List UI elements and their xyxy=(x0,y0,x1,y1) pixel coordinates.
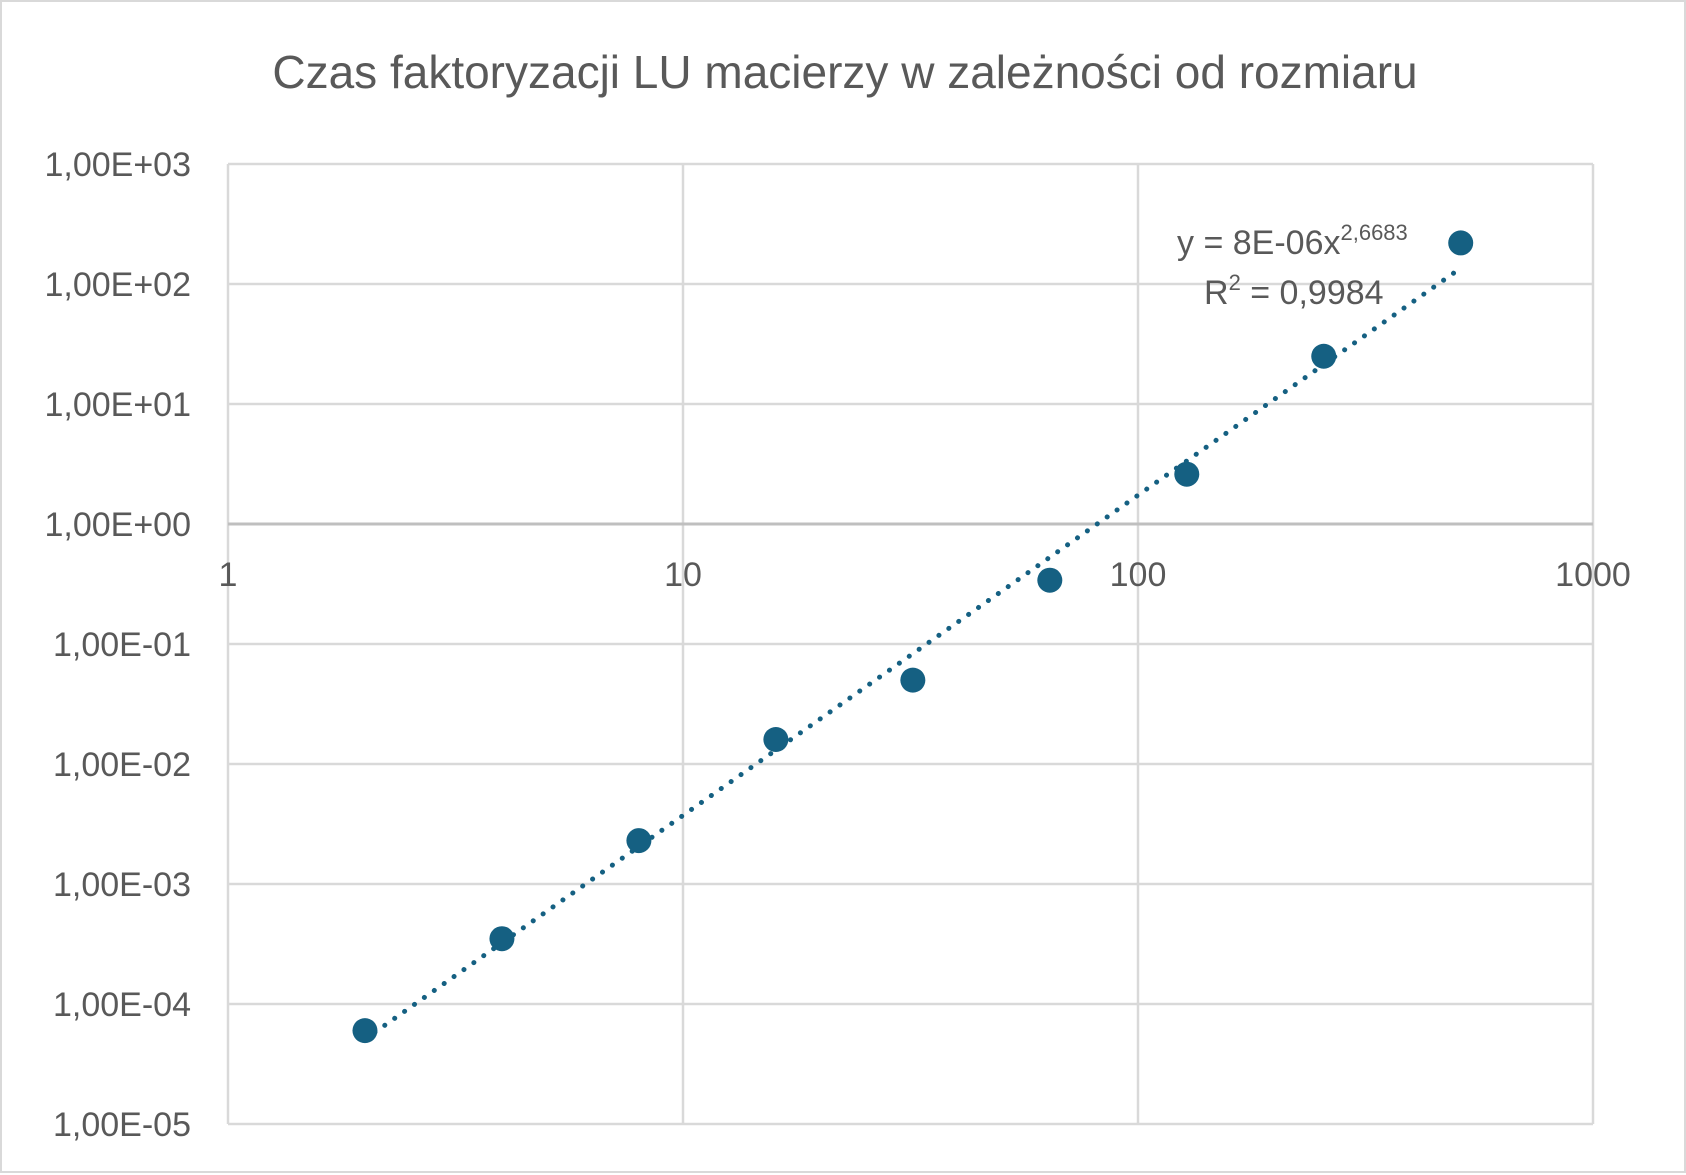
r-squared-value: = 0,9984 xyxy=(1241,274,1384,312)
trendline-equation: y = 8E-06x2,6683 xyxy=(1177,220,1408,262)
y-tick-label: 1,00E+00 xyxy=(44,506,191,544)
y-tick-label: 1,00E+01 xyxy=(44,386,191,424)
trendline-layer xyxy=(362,265,1464,1042)
trendline-path xyxy=(362,265,1464,1042)
data-point xyxy=(763,727,789,753)
y-tick-label: 1,00E-04 xyxy=(53,986,191,1024)
y-tick-label: 1,00E-05 xyxy=(53,1106,191,1144)
trendline-equation-base: y = 8E-06x xyxy=(1177,224,1340,262)
data-point xyxy=(489,926,515,952)
trendline-equation-exponent: 2,6683 xyxy=(1340,220,1407,245)
trendline-r-squared: R2 = 0,9984 xyxy=(1204,270,1384,312)
y-tick-label: 1,00E+02 xyxy=(44,266,191,304)
grid-layer xyxy=(226,162,1595,1126)
data-point xyxy=(352,1018,378,1044)
r-squared-power: 2 xyxy=(1229,270,1241,295)
data-point xyxy=(1174,461,1200,487)
x-tick-label: 1000 xyxy=(1555,556,1631,594)
r-squared-label: R xyxy=(1204,274,1229,312)
data-point xyxy=(1037,567,1063,593)
data-point xyxy=(900,667,926,693)
y-tick-label: 1,00E+03 xyxy=(44,146,191,184)
y-tick-label: 1,00E-01 xyxy=(53,626,191,664)
data-point xyxy=(1311,343,1337,369)
axis-layer: 1,00E+03 1,00E+02 1,00E+01 1,00E+00 1,00E-01… xyxy=(44,146,1630,1144)
y-tick-label: 1,00E-02 xyxy=(53,746,191,784)
y-tick-label: 1,00E-03 xyxy=(53,866,191,904)
data-points-layer xyxy=(352,230,1474,1044)
x-tick-label: 1 xyxy=(219,556,238,594)
x-tick-label: 100 xyxy=(1110,556,1167,594)
x-tick-label: 10 xyxy=(664,556,702,594)
chart-title: Czas faktoryzacji LU macierzy w zależnoś… xyxy=(272,46,1417,98)
data-point xyxy=(626,828,652,854)
data-point xyxy=(1448,230,1474,256)
